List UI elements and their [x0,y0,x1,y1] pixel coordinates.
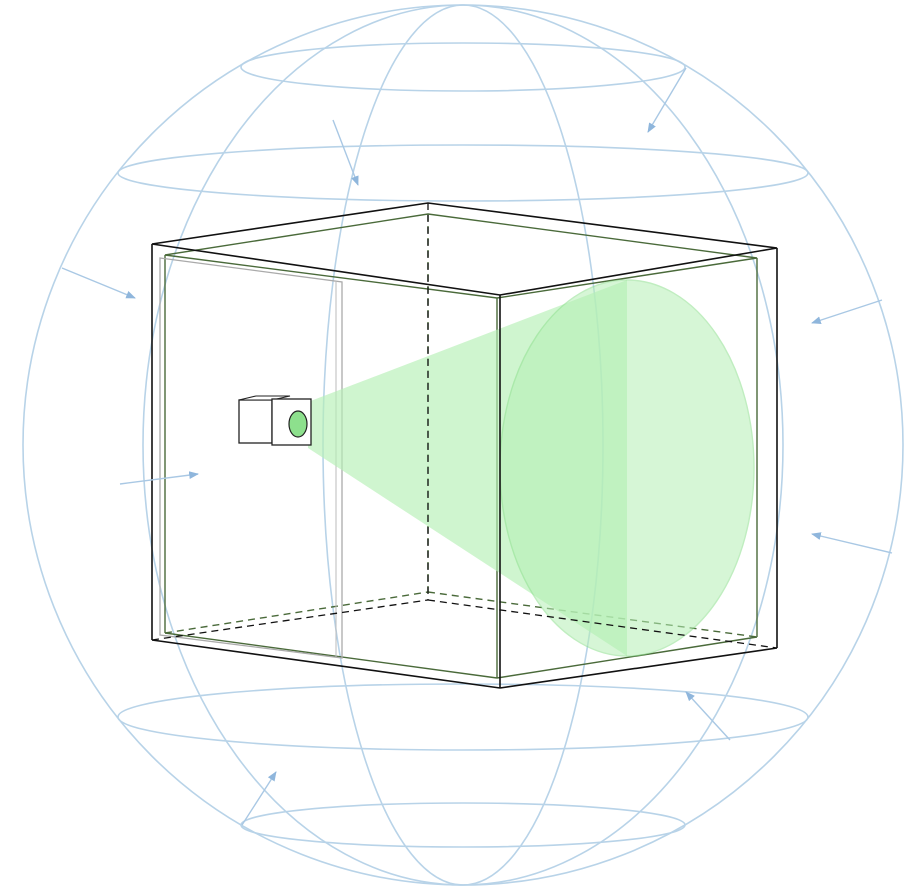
meridian [142,4,784,886]
outer-edge [151,639,501,689]
arrow [119,471,199,485]
latitude [117,683,809,751]
outer-hidden [151,203,778,649]
outer-top [151,202,778,296]
camera-top [238,395,291,401]
door-panel [159,257,343,659]
light-cone [308,279,755,657]
arrow [811,299,883,324]
inner-top [164,213,758,299]
latitude [117,144,809,202]
camera-body [238,399,273,444]
arrow [332,119,359,186]
arrow [811,532,893,554]
camera [238,395,312,446]
arrow [685,691,731,741]
inner-edge [164,632,498,679]
sphere [22,4,904,886]
arrow [241,771,277,826]
outer-hidden-edge [427,599,778,649]
arrow [647,67,687,133]
outer-box [151,202,778,689]
cone-base [499,279,755,657]
latitude [240,802,686,848]
arrow [61,267,136,299]
arrows [61,67,893,826]
outer-edge [499,647,778,689]
latitude [240,42,686,92]
inner-edge [496,636,758,679]
inner-hidden-edge [427,591,758,638]
camera-lens [288,410,308,438]
inner-hidden-edge [164,591,429,634]
outer-hidden-edge [151,599,429,641]
